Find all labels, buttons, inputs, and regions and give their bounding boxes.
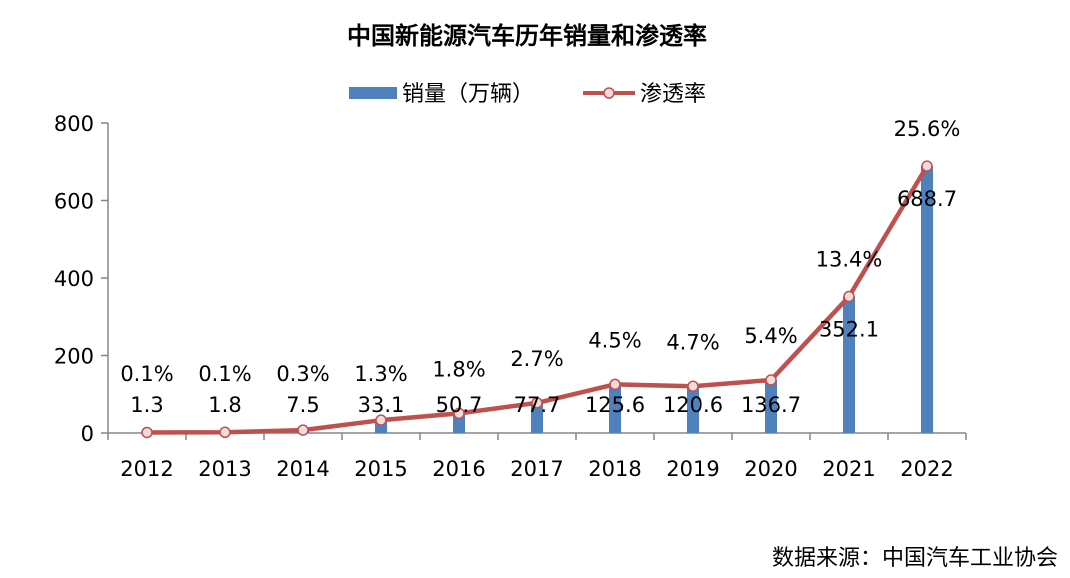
y-tick-label: 600 xyxy=(54,190,94,214)
x-tick-label: 2014 xyxy=(276,457,329,481)
x-tick-label: 2018 xyxy=(588,457,641,481)
legend-line-marker xyxy=(603,87,615,99)
legend-bar-label: 销量（万辆） xyxy=(402,82,534,107)
penetration-value-label: 2.7% xyxy=(510,347,563,371)
line-point xyxy=(687,380,699,393)
penetration-value-label: 5.4% xyxy=(744,324,797,348)
plot-area: 0 200 400 600 800 2012 2013 2014 2015 2016 2017 201… xyxy=(54,112,967,481)
chart-title: 中国新能源汽车历年销量和渗透率 xyxy=(347,21,707,50)
bar-value-label: 50.7 xyxy=(436,393,483,417)
bar-value-label: 1.8 xyxy=(208,393,241,417)
penetration-value-label: 4.5% xyxy=(588,328,641,352)
bar-value-label: 77.7 xyxy=(514,393,561,417)
legend-bar-swatch xyxy=(349,87,397,99)
legend: 销量（万辆） 渗透率 xyxy=(349,82,706,107)
penetration-value-label: 0.1% xyxy=(120,362,173,386)
bar-value-label: 120.6 xyxy=(663,393,723,417)
penetration-value-label: 25.6% xyxy=(894,117,961,141)
source-note: 数据来源：中国汽车工业协会 xyxy=(771,546,1058,571)
x-tick-label: 2012 xyxy=(120,457,173,481)
bar xyxy=(453,413,465,433)
x-tick-label: 2013 xyxy=(198,457,251,481)
line-point xyxy=(531,397,543,409)
bar-value-label: 136.7 xyxy=(741,393,801,417)
x-tick-label: 2017 xyxy=(510,457,563,481)
line-point xyxy=(765,374,777,386)
y-tick-label: 400 xyxy=(54,267,94,291)
bar xyxy=(687,386,699,433)
bar xyxy=(765,380,777,433)
bar-value-label: 7.5 xyxy=(286,393,319,417)
bar xyxy=(531,402,543,433)
bar xyxy=(843,296,855,433)
line-point xyxy=(297,424,309,436)
line-point xyxy=(843,290,855,303)
penetration-value-label: 4.7% xyxy=(666,330,719,354)
bar xyxy=(609,384,621,433)
penetration-value-label: 1.3% xyxy=(354,362,407,386)
line-point xyxy=(609,378,621,391)
penetration-value-label: 13.4% xyxy=(816,248,883,272)
line-point xyxy=(375,414,387,426)
legend-line-label: 渗透率 xyxy=(640,82,706,107)
y-tick-label: 200 xyxy=(54,345,94,369)
penetration-value-label: 0.3% xyxy=(276,362,329,386)
y-tick-label: 0 xyxy=(81,422,94,446)
x-tick-label: 2016 xyxy=(432,457,485,481)
x-tick-label: 2019 xyxy=(666,457,719,481)
x-tick-label: 2022 xyxy=(900,457,953,481)
bar-value-label: 352.1 xyxy=(819,318,879,342)
bar-value-label: 125.6 xyxy=(585,393,645,417)
bar-value-label: 688.7 xyxy=(897,187,957,211)
line-point xyxy=(453,407,465,420)
x-tick-label: 2021 xyxy=(822,457,875,481)
penetration-value-label: 0.1% xyxy=(198,362,251,386)
line-point xyxy=(219,426,231,439)
penetration-value-label: 1.8% xyxy=(432,357,485,381)
x-tick-label: 2015 xyxy=(354,457,407,481)
line-point xyxy=(921,160,933,172)
line-point xyxy=(141,426,153,439)
bar xyxy=(921,166,933,433)
y-tick-label: 800 xyxy=(54,112,94,136)
bar-value-label: 33.1 xyxy=(358,393,405,417)
bar-value-label: 1.3 xyxy=(130,393,163,417)
x-tick-label: 2020 xyxy=(744,457,797,481)
